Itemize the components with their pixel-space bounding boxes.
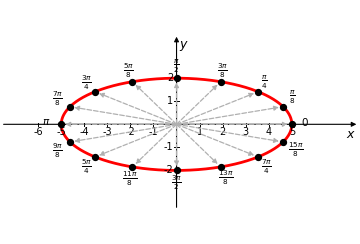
Point xyxy=(174,76,179,80)
Text: -4: -4 xyxy=(80,127,89,137)
Text: $\frac{5\pi}{4}$: $\frac{5\pi}{4}$ xyxy=(81,157,93,176)
Point xyxy=(130,80,135,84)
Text: 4: 4 xyxy=(266,127,272,137)
Point xyxy=(218,80,224,84)
Text: $\frac{\pi}{8}$: $\frac{\pi}{8}$ xyxy=(289,88,296,105)
Text: -2: -2 xyxy=(163,165,173,175)
Text: $\frac{15\pi}{8}$: $\frac{15\pi}{8}$ xyxy=(288,141,303,159)
Text: $\pi$: $\pi$ xyxy=(42,117,50,127)
Text: $\frac{5\pi}{8}$: $\frac{5\pi}{8}$ xyxy=(123,61,134,80)
Text: $\frac{3\pi}{4}$: $\frac{3\pi}{4}$ xyxy=(81,73,93,92)
Text: 3: 3 xyxy=(243,127,249,137)
Point xyxy=(92,155,98,159)
Point xyxy=(289,122,295,126)
Text: 2: 2 xyxy=(167,73,173,83)
Text: -1: -1 xyxy=(149,127,158,137)
Text: -5: -5 xyxy=(57,127,66,137)
Text: $\frac{13\pi}{8}$: $\frac{13\pi}{8}$ xyxy=(218,169,234,187)
Text: x: x xyxy=(347,128,354,142)
Text: $\frac{3\pi}{2}$: $\frac{3\pi}{2}$ xyxy=(171,173,182,192)
Text: 1: 1 xyxy=(167,96,173,106)
Point xyxy=(255,155,261,159)
Text: $\frac{11\pi}{8}$: $\frac{11\pi}{8}$ xyxy=(122,169,138,188)
Text: -6: -6 xyxy=(33,127,43,137)
Point xyxy=(280,105,286,109)
Text: $0$: $0$ xyxy=(301,116,309,128)
Text: $\frac{7\pi}{8}$: $\frac{7\pi}{8}$ xyxy=(52,89,63,108)
Text: $\frac{9\pi}{8}$: $\frac{9\pi}{8}$ xyxy=(52,142,63,160)
Text: y: y xyxy=(179,38,187,51)
Point xyxy=(174,168,179,172)
Text: -1: -1 xyxy=(163,142,173,152)
Text: $\frac{\pi}{2}$: $\frac{\pi}{2}$ xyxy=(173,58,180,75)
Point xyxy=(67,140,73,144)
Point xyxy=(130,165,135,169)
Point xyxy=(58,122,64,126)
Text: $\frac{7\pi}{4}$: $\frac{7\pi}{4}$ xyxy=(261,157,273,176)
Text: 5: 5 xyxy=(289,127,295,137)
Point xyxy=(92,90,98,94)
Text: 1: 1 xyxy=(197,127,203,137)
Text: $\frac{3\pi}{8}$: $\frac{3\pi}{8}$ xyxy=(217,61,229,80)
Text: 2: 2 xyxy=(220,127,226,137)
Point xyxy=(255,90,261,94)
Point xyxy=(280,140,286,144)
Text: -2: -2 xyxy=(126,127,135,137)
Text: $\frac{\pi}{4}$: $\frac{\pi}{4}$ xyxy=(261,74,268,91)
Point xyxy=(67,105,73,109)
Text: -3: -3 xyxy=(103,127,112,137)
Point xyxy=(218,165,224,169)
